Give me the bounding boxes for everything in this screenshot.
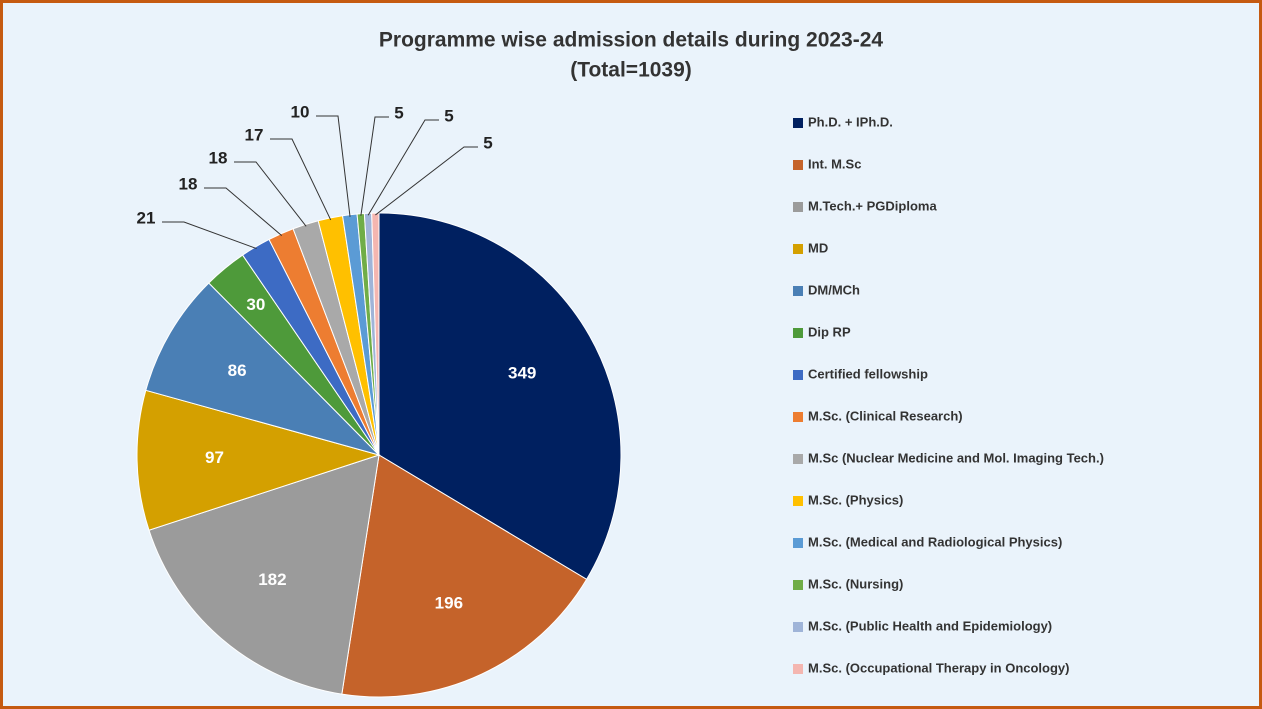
- pie-slice: [378, 212, 622, 581]
- data-label: 182: [258, 570, 286, 589]
- legend-swatch: [793, 454, 803, 464]
- legend-swatch: [793, 118, 803, 128]
- pie-slice: [371, 212, 380, 456]
- leader-line: [162, 221, 257, 250]
- legend-label: Dip RP: [808, 324, 851, 339]
- legend-label: M.Sc. (Physics): [808, 492, 903, 507]
- legend-swatch: [793, 328, 803, 338]
- data-label: 5: [444, 106, 453, 125]
- data-label: 30: [246, 295, 265, 314]
- chart-subtitle: (Total=1039): [570, 59, 692, 82]
- data-label: 10: [291, 102, 310, 121]
- legend-label: M.Sc. (Medical and Radiological Physics): [808, 534, 1062, 549]
- data-label: 21: [137, 208, 156, 227]
- data-label: 18: [179, 174, 198, 193]
- leader-line: [204, 187, 283, 236]
- pie-slice: [145, 282, 381, 456]
- leader-line: [367, 119, 439, 216]
- legend-label: M.Tech.+ PGDiploma: [808, 198, 937, 213]
- legend-label: DM/MCh: [808, 282, 860, 297]
- legend-swatch: [793, 538, 803, 548]
- data-label: 97: [205, 448, 224, 467]
- legend-swatch: [793, 412, 803, 422]
- legend-label: M.Sc. (Occupational Therapy in Oncology): [808, 660, 1069, 675]
- leader-line: [375, 146, 478, 216]
- leader-line: [270, 138, 332, 221]
- chart-title: Programme wise admission details during …: [379, 29, 884, 52]
- pie-slice: [341, 454, 588, 698]
- legend-label: Certified fellowship: [808, 366, 928, 381]
- legend-swatch: [793, 496, 803, 506]
- legend-label: M.Sc. (Public Health and Epidemiology): [808, 618, 1052, 633]
- legend-swatch: [793, 622, 803, 632]
- data-label: 349: [508, 363, 536, 382]
- data-label: 18: [209, 148, 228, 167]
- data-label: 5: [483, 133, 492, 152]
- leader-line: [316, 115, 351, 217]
- data-label: 86: [228, 361, 247, 380]
- pie-slice: [136, 389, 381, 531]
- leader-line: [234, 161, 307, 227]
- legend-label: MD: [808, 240, 828, 255]
- data-label: 5: [394, 103, 403, 122]
- pie-slice: [148, 454, 380, 695]
- leader-line: [360, 116, 389, 216]
- legend-label: M.Sc. (Nursing): [808, 576, 903, 591]
- legend-label: Int. M.Sc: [808, 156, 861, 171]
- legend-swatch: [793, 160, 803, 170]
- legend-label: M.Sc. (Clinical Research): [808, 408, 963, 423]
- legend-swatch: [793, 370, 803, 380]
- legend-swatch: [793, 580, 803, 590]
- legend-swatch: [793, 202, 803, 212]
- legend-swatch: [793, 244, 803, 254]
- legend-label: M.Sc (Nuclear Medicine and Mol. Imaging …: [808, 450, 1104, 465]
- legend-label: Ph.D. + IPh.D.: [808, 114, 893, 129]
- data-label: 17: [245, 125, 264, 144]
- legend-swatch: [793, 664, 803, 674]
- legend-swatch: [793, 286, 803, 296]
- data-label: 196: [435, 593, 463, 612]
